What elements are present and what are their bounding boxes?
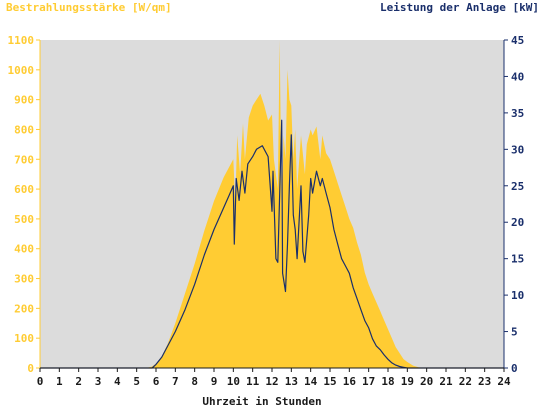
x-tick-label: 16 — [343, 375, 357, 388]
x-tick-label: 21 — [439, 375, 453, 388]
right-tick-label: 35 — [511, 107, 524, 120]
right-tick-label: 40 — [511, 70, 524, 83]
x-tick-label: 5 — [133, 375, 140, 388]
x-tick-label: 9 — [211, 375, 218, 388]
left-tick-label: 600 — [14, 183, 34, 196]
x-tick-label: 3 — [95, 375, 102, 388]
left-tick-label: 1100 — [8, 34, 35, 47]
series-power-line — [40, 119, 504, 369]
x-tick-label: 19 — [401, 375, 414, 388]
x-axis-title: Uhrzeit in Stunden — [202, 395, 321, 408]
x-tick-label: 11 — [246, 375, 260, 388]
right-tick-label: 5 — [511, 326, 518, 339]
left-axis-title: Bestrahlungsstärke [W/qm] — [6, 1, 172, 14]
x-tick-label: 23 — [478, 375, 491, 388]
right-tick-label: 15 — [511, 253, 524, 266]
left-tick-label: 900 — [14, 94, 34, 107]
left-tick-label: 100 — [14, 332, 34, 345]
right-tick-label: 30 — [511, 143, 524, 156]
x-tick-label: 22 — [459, 375, 472, 388]
left-tick-label: 700 — [14, 153, 34, 166]
right-tick-label: 0 — [511, 362, 518, 375]
right-tick-label: 20 — [511, 216, 524, 229]
x-tick-label: 1 — [56, 375, 63, 388]
x-tick-label: 24 — [497, 375, 511, 388]
x-tick-label: 8 — [191, 375, 198, 388]
x-tick-label: 7 — [172, 375, 179, 388]
right-axis-title: Leistung der Anlage [kW] — [380, 1, 539, 14]
x-tick-label: 0 — [37, 375, 44, 388]
x-tick-label: 14 — [304, 375, 318, 388]
x-tick-label: 6 — [153, 375, 160, 388]
left-tick-label: 1000 — [8, 64, 35, 77]
left-tick-label: 0 — [27, 362, 34, 375]
x-tick-label: 12 — [265, 375, 278, 388]
x-tick-label: 18 — [381, 375, 394, 388]
left-tick-label: 300 — [14, 273, 34, 286]
x-tick-label: 15 — [323, 375, 336, 388]
left-tick-label: 400 — [14, 243, 34, 256]
x-tick-label: 10 — [227, 375, 240, 388]
right-tick-label: 10 — [511, 289, 524, 302]
x-tick-label: 2 — [75, 375, 82, 388]
left-tick-label: 200 — [14, 302, 34, 315]
x-tick-label: 13 — [285, 375, 298, 388]
x-tick-label: 20 — [420, 375, 433, 388]
left-tick-label: 800 — [14, 123, 34, 136]
left-tick-label: 500 — [14, 213, 34, 226]
right-tick-label: 25 — [511, 180, 524, 193]
x-tick-label: 4 — [114, 375, 121, 388]
x-tick-label: 17 — [362, 375, 375, 388]
right-tick-label: 45 — [511, 34, 524, 47]
